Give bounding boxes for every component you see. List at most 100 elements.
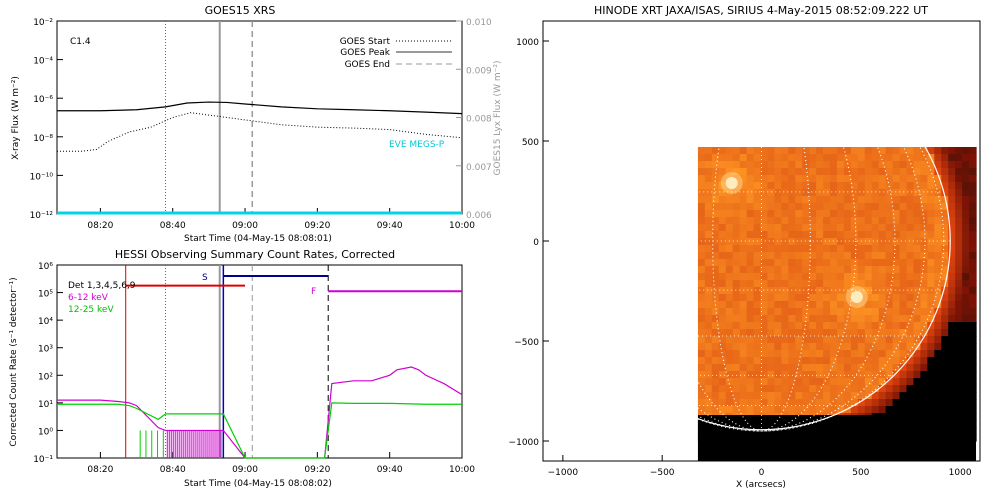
legend-12-25-kev: 12-25 keV: [68, 305, 114, 315]
solar-image-pixel: [899, 385, 908, 393]
active-region-core: [725, 177, 738, 189]
solar-image-pixel: [760, 350, 769, 358]
solar-image-pixel: [760, 385, 769, 393]
solar-image-pixel: [941, 336, 949, 344]
solar-image-pixel: [809, 350, 817, 358]
hessi-x-tick-label: 09:20: [304, 465, 330, 475]
solar-image-pixel: [795, 329, 803, 337]
solar-image-pixel: [948, 189, 956, 197]
solar-image-pixel: [857, 322, 866, 330]
solar-image-pixel: [899, 364, 908, 372]
solar-image-pixel: [767, 224, 776, 232]
solar-image-pixel: [934, 308, 942, 316]
solar-image-pixel: [927, 224, 935, 232]
solar-image-pixel: [969, 343, 977, 351]
solar-image-pixel: [962, 182, 970, 190]
solar-image-pixel: [774, 392, 782, 400]
solar-image-pixel: [857, 385, 866, 393]
solar-image-pixel: [913, 224, 922, 232]
solar-image-pixel: [913, 182, 922, 190]
solar-image-pixel: [753, 189, 762, 197]
solar-image-pixel: [802, 224, 810, 232]
solar-image-pixel: [927, 161, 935, 169]
solar-image-pixel: [718, 224, 727, 232]
xrt-x-axis: −1000 −500 0 500 1000: [548, 455, 972, 478]
solar-image-pixel: [788, 238, 796, 246]
solar-image-pixel: [899, 392, 908, 400]
hessi-y-tick-label: 10⁰: [38, 427, 53, 437]
solar-image-pixel: [871, 203, 880, 211]
solar-image-pixel: [871, 280, 880, 288]
solar-image-pixel: [774, 203, 782, 211]
solar-image-pixel: [725, 273, 734, 281]
solar-image-pixel: [732, 406, 741, 414]
solar-image-pixel: [760, 378, 769, 386]
solar-image-pixel: [732, 308, 741, 316]
solar-image-pixel: [962, 168, 970, 176]
solar-image-pixel: [906, 322, 915, 330]
solar-image-pixel: [753, 175, 762, 183]
solar-image-pixel: [864, 161, 873, 169]
solar-image-pixel: [704, 217, 713, 225]
solar-image-pixel: [718, 182, 727, 190]
solar-image-pixel: [969, 371, 977, 379]
solar-image-pixel: [788, 371, 796, 379]
solar-image-pixel: [795, 231, 803, 239]
solar-image-pixel: [739, 259, 748, 267]
solar-image-pixel: [732, 364, 741, 372]
solar-image-pixel: [948, 175, 956, 183]
solar-image-pixel: [830, 182, 838, 190]
solar-image-pixel: [830, 217, 838, 225]
solar-image-pixel: [962, 364, 970, 372]
solar-image-pixel: [774, 182, 782, 190]
goes-y-tick-label: 10⁻¹⁰: [30, 172, 54, 182]
solar-image-pixel: [718, 392, 727, 400]
solar-image-pixel: [899, 245, 908, 253]
solar-image-pixel: [913, 252, 922, 260]
solar-image-pixel: [760, 154, 769, 162]
solar-image-pixel: [774, 315, 782, 323]
solar-image-pixel: [711, 154, 720, 162]
solar-image-pixel: [746, 308, 755, 316]
solar-image-pixel: [843, 168, 852, 176]
solar-image-pixel: [711, 175, 720, 183]
solar-image-pixel: [892, 273, 901, 281]
solar-image-pixel: [767, 266, 776, 274]
solar-image-pixel: [830, 168, 838, 176]
solar-image-pixel: [802, 343, 810, 351]
solar-image-pixel: [857, 308, 866, 316]
solar-image-pixel: [969, 287, 977, 295]
solar-image-pixel: [969, 357, 977, 365]
solar-image-pixel: [795, 294, 803, 302]
solar-image-pixel: [767, 329, 776, 337]
solar-image-pixel: [781, 266, 789, 274]
solar-image-pixel: [955, 357, 963, 365]
solar-image-pixel: [704, 406, 713, 414]
solar-image-pixel: [892, 189, 901, 197]
solar-image-pixel: [760, 245, 769, 253]
solar-image-pixel: [836, 161, 845, 169]
solar-image-pixel: [885, 196, 894, 204]
solar-image-pixel: [962, 301, 970, 309]
solar-image-pixel: [927, 364, 935, 372]
solar-image-pixel: [857, 252, 866, 260]
solar-image-pixel: [857, 196, 866, 204]
solar-image-pixel: [906, 189, 915, 197]
solar-image-pixel: [955, 322, 963, 330]
solar-image-pixel: [927, 252, 935, 260]
goes-x-tick-label: 09:00: [232, 221, 258, 231]
solar-image-pixel: [892, 399, 901, 407]
solar-image-pixel: [739, 406, 748, 414]
solar-image-pixel: [802, 329, 810, 337]
solar-image-pixel: [697, 406, 706, 414]
solar-image-pixel: [843, 392, 852, 400]
goes-lyx-line: [57, 112, 463, 152]
solar-image-pixel: [955, 364, 963, 372]
solar-image-pixel: [871, 343, 880, 351]
solar-image-pixel: [739, 357, 748, 365]
solar-image-pixel: [711, 378, 720, 386]
solar-image-pixel: [899, 252, 908, 260]
solar-image-pixel: [913, 259, 922, 267]
solar-image-pixel: [704, 266, 713, 274]
solar-image-pixel: [732, 273, 741, 281]
